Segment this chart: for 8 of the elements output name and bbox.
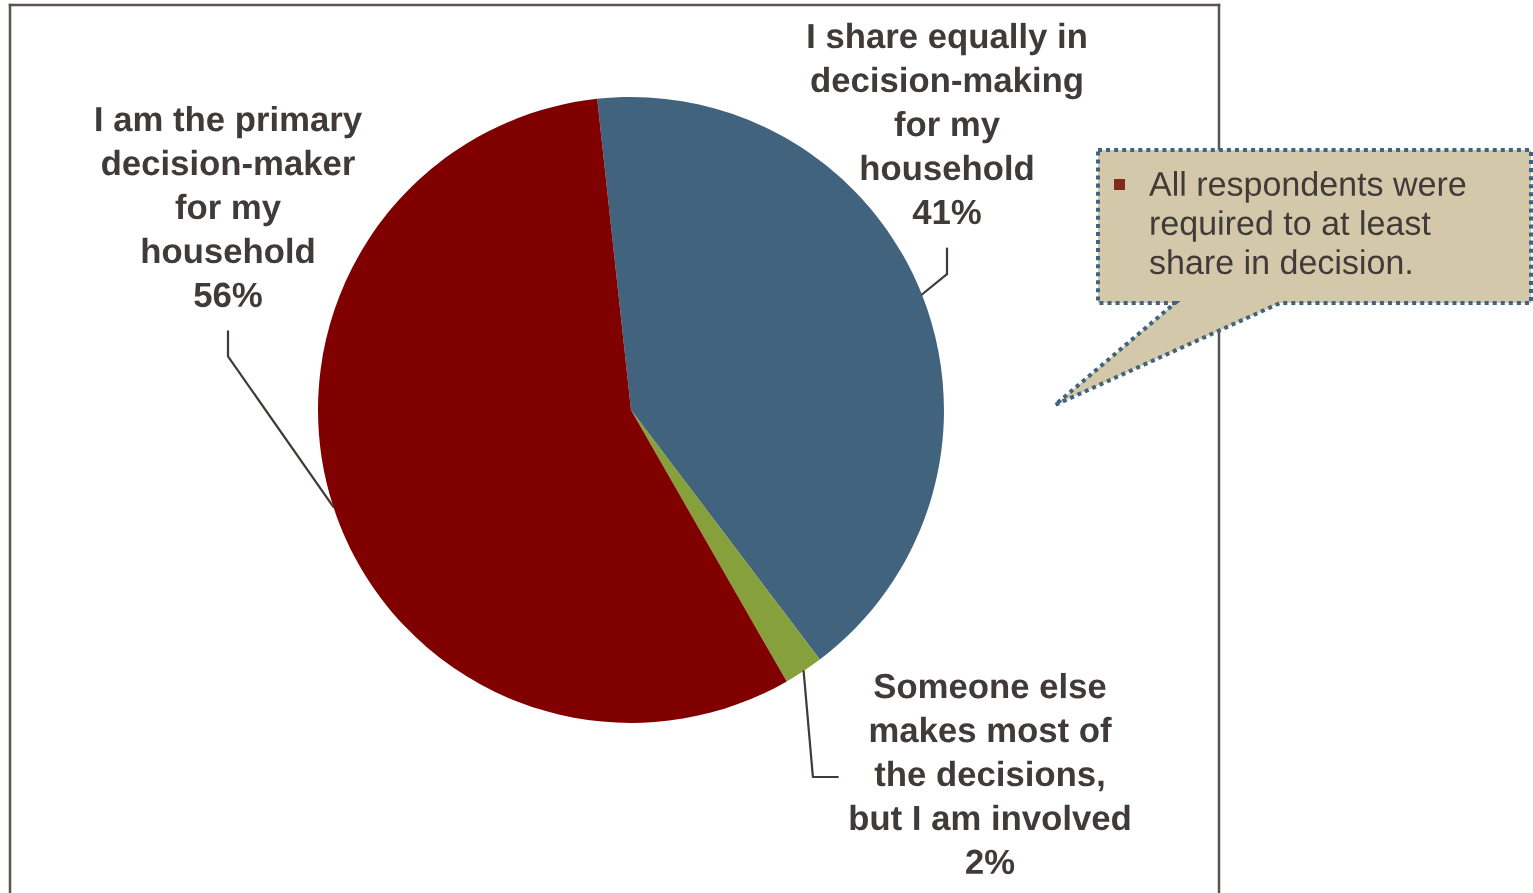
- slice-label: Someone else makes most of the decisions, but I am involved: [850, 672, 1130, 831]
- pie-slice: [631, 410, 820, 682]
- data-label: 41%: [912, 199, 981, 225]
- data-label: 56%: [194, 282, 262, 308]
- text: All respondents were required to at least share in decision.: [1149, 171, 1466, 275]
- slice-label: I am the primary decision-maker for my household: [96, 105, 362, 264]
- slice-label: I share equally in decision-making for my household: [808, 22, 1086, 181]
- data-label: 2%: [966, 849, 1015, 875]
